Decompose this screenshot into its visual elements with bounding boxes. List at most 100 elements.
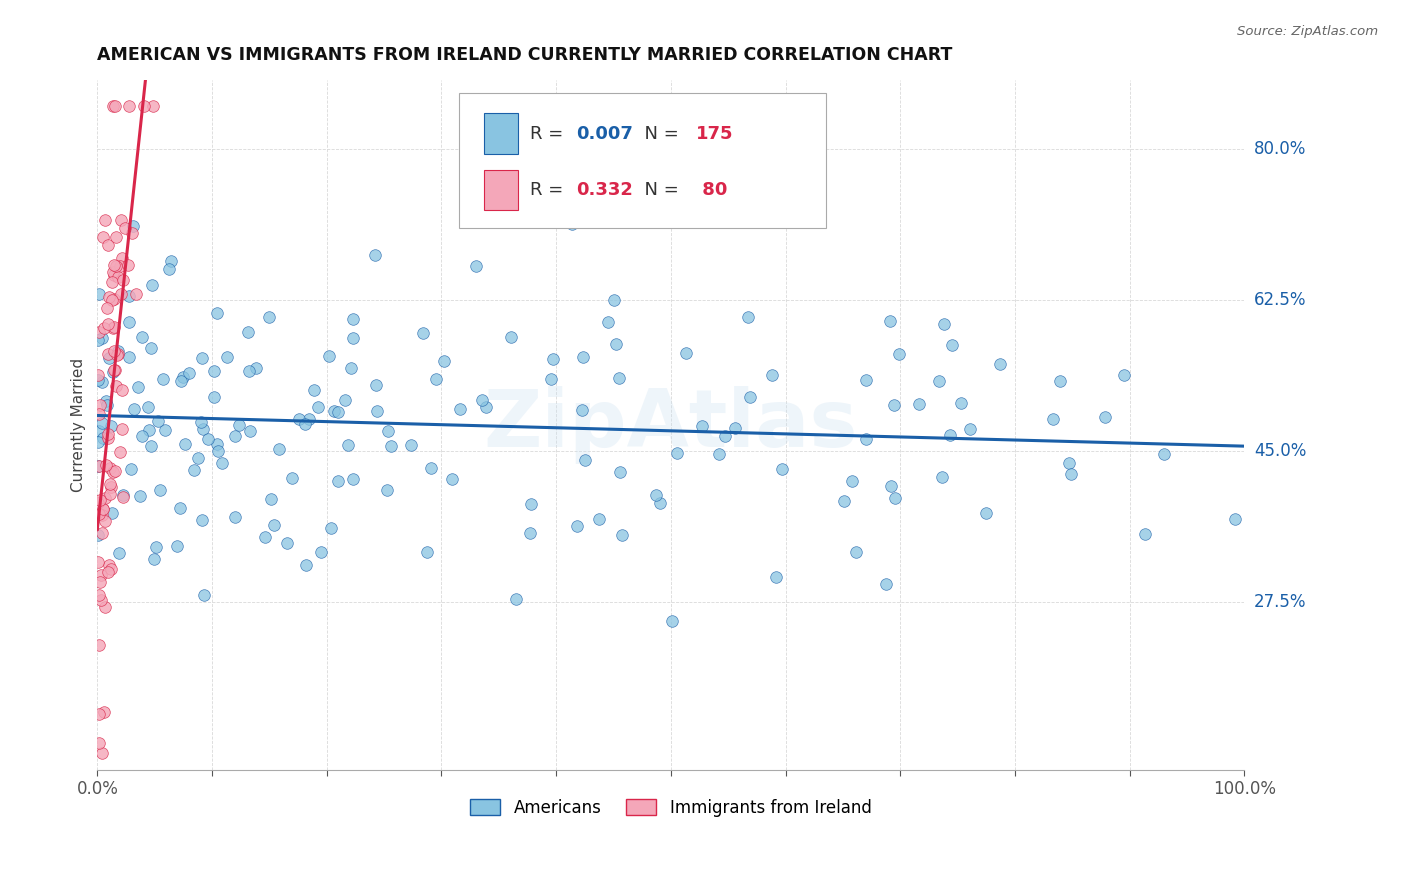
Point [887,347,910,361]
Point [90,526,112,541]
Point [1223,512,1246,526]
Point [96,394,118,409]
Point [139,438,162,452]
Point [318,349,340,363]
Point [90,746,112,760]
Point [366,404,388,418]
Point [91,375,114,389]
Point [375,483,398,497]
Point [309,545,332,559]
Point [166,539,188,553]
Point [160,253,183,268]
Point [675,346,697,360]
Text: R =: R = [530,181,569,199]
Point [571,402,593,417]
Point [425,372,447,386]
Point [98,460,121,475]
Point [108,546,131,560]
Point [738,390,761,404]
Point [565,519,588,533]
Point [103,321,125,335]
Point [238,325,260,339]
Point [98,351,121,365]
Point [110,213,132,227]
Point [588,512,610,526]
Point [112,273,135,287]
Point [94,213,117,227]
Point [294,417,316,431]
Point [108,444,131,458]
Legend: Americans, Immigrants from Ireland: Americans, Immigrants from Ireland [464,792,879,824]
Point [149,483,172,498]
Point [101,465,124,479]
Point [471,393,494,408]
Point [118,289,141,303]
Point [1057,456,1080,470]
Point [648,496,671,510]
Point [276,535,298,549]
Point [193,588,215,602]
Point [111,490,134,504]
Point [187,450,209,465]
Point [103,320,125,334]
Point [974,506,997,520]
Point [364,248,387,262]
Point [928,374,950,388]
Point [770,461,793,475]
Point [228,417,250,432]
Point [87,434,110,449]
Point [605,336,627,351]
Point [1112,368,1135,382]
Point [93,320,115,334]
Point [111,384,134,398]
Point [127,380,149,394]
Point [644,488,666,502]
Point [104,230,127,244]
Point [879,314,901,328]
Point [131,429,153,443]
Point [121,226,143,240]
Point [87,286,110,301]
Point [91,431,114,445]
Point [883,398,905,412]
Point [323,404,346,418]
Point [170,374,193,388]
Point [101,275,124,289]
Point [1133,527,1156,541]
Point [505,591,527,606]
Point [103,343,125,358]
Point [202,390,225,404]
Point [326,474,349,488]
Point [105,259,128,273]
Point [131,330,153,344]
Point [142,552,165,566]
Point [125,287,148,301]
Text: R =: R = [530,125,569,143]
Point [690,418,713,433]
Point [93,515,115,529]
Text: 0.007: 0.007 [575,125,633,143]
Point [832,494,855,508]
Point [499,330,522,344]
Point [141,277,163,292]
Point [224,429,246,443]
Point [117,259,139,273]
Point [118,350,141,364]
Point [90,508,112,522]
Point [87,638,110,652]
Point [132,98,155,112]
Point [211,457,233,471]
Point [129,489,152,503]
Point [87,459,110,474]
Point [1049,374,1071,388]
Point [100,476,122,491]
Point [146,414,169,428]
Text: 45.0%: 45.0% [1254,442,1306,459]
Point [603,293,626,307]
Point [101,265,124,279]
Point [103,258,125,272]
Point [172,370,194,384]
Point [321,521,343,535]
Text: 80: 80 [696,181,727,199]
Text: N =: N = [633,125,685,143]
